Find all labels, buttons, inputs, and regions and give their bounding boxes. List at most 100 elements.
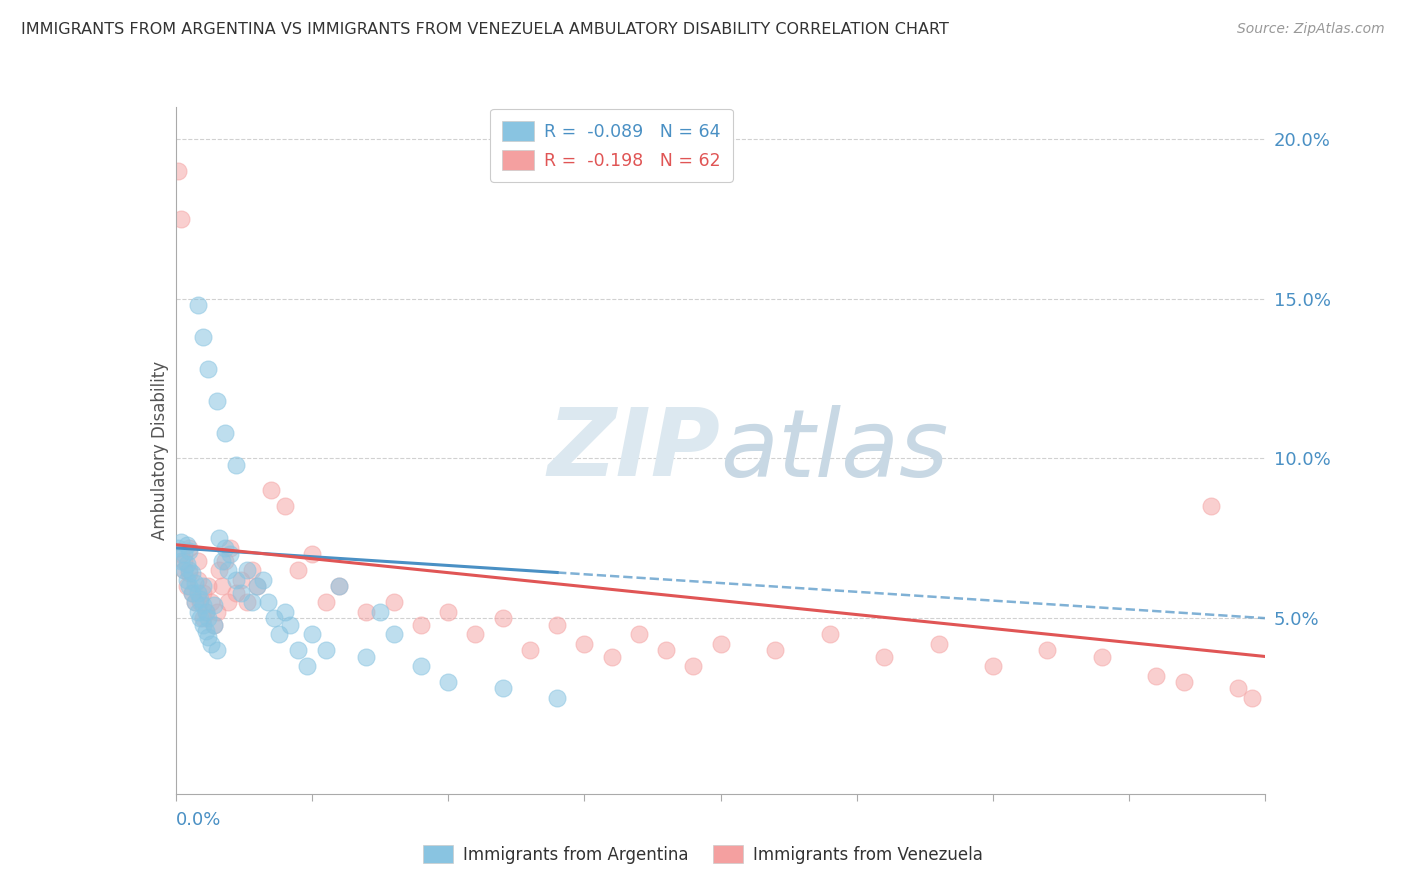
Point <box>1240 691 1263 706</box>
Point <box>202 599 225 613</box>
Point <box>179 566 201 581</box>
Legend: Immigrants from Argentina, Immigrants from Venezuela: Immigrants from Argentina, Immigrants fr… <box>416 838 990 871</box>
Point <box>184 595 207 609</box>
Point <box>873 649 896 664</box>
Point <box>1227 681 1250 696</box>
Point <box>179 541 201 555</box>
Point <box>197 611 219 625</box>
Point <box>186 554 209 568</box>
Point <box>301 627 323 641</box>
Point <box>274 605 297 619</box>
Point <box>176 557 198 571</box>
Text: Source: ZipAtlas.com: Source: ZipAtlas.com <box>1237 22 1385 37</box>
Point <box>214 541 236 555</box>
Point <box>274 500 297 514</box>
Text: ZIP: ZIP <box>548 404 721 497</box>
Point <box>219 541 242 555</box>
Point <box>194 605 217 619</box>
Point <box>181 585 204 599</box>
Point <box>186 573 209 587</box>
Point <box>1144 668 1167 682</box>
Point <box>368 605 391 619</box>
Point <box>464 627 486 641</box>
Point <box>176 573 198 587</box>
Point <box>519 643 541 657</box>
Point <box>252 573 274 587</box>
Point <box>188 611 211 625</box>
Point <box>655 643 678 657</box>
Point <box>191 599 214 613</box>
Point <box>409 617 432 632</box>
Legend: R =  -0.089   N = 64, R =  -0.198   N = 62: R = -0.089 N = 64, R = -0.198 N = 62 <box>491 109 733 182</box>
Point <box>492 681 515 696</box>
Point <box>546 691 568 706</box>
Point <box>173 547 195 561</box>
Point <box>211 554 233 568</box>
Point <box>235 595 257 609</box>
Point <box>263 611 285 625</box>
Point <box>225 573 247 587</box>
Point <box>179 544 201 558</box>
Point <box>600 649 623 664</box>
Point <box>278 617 301 632</box>
Point <box>627 627 650 641</box>
Point <box>217 563 239 577</box>
Point <box>200 595 222 609</box>
Point <box>170 534 193 549</box>
Point <box>208 531 231 545</box>
Point <box>409 659 432 673</box>
Point <box>315 595 337 609</box>
Text: 0.0%: 0.0% <box>176 811 221 829</box>
Point <box>492 611 515 625</box>
Point <box>191 611 214 625</box>
Point <box>763 643 786 657</box>
Point <box>179 579 201 593</box>
Point <box>186 585 209 599</box>
Point <box>240 563 263 577</box>
Point <box>1036 643 1059 657</box>
Point <box>186 298 209 312</box>
Point <box>328 579 350 593</box>
Point <box>437 675 460 690</box>
Point <box>382 627 405 641</box>
Point <box>191 579 214 593</box>
Point <box>356 649 378 664</box>
Point <box>188 592 211 607</box>
Point <box>287 643 309 657</box>
Point <box>235 563 257 577</box>
Point <box>173 563 195 577</box>
Point <box>246 579 269 593</box>
Point <box>176 579 198 593</box>
Point <box>176 538 198 552</box>
Point <box>295 659 318 673</box>
Point <box>225 585 247 599</box>
Point <box>191 330 214 344</box>
Point <box>173 554 195 568</box>
Point <box>231 585 253 599</box>
Point <box>170 211 193 226</box>
Point <box>205 605 228 619</box>
Point <box>211 579 233 593</box>
Point <box>981 659 1004 673</box>
Point <box>315 643 337 657</box>
Point <box>191 617 214 632</box>
Point <box>181 585 204 599</box>
Point <box>167 164 190 178</box>
Point <box>356 605 378 619</box>
Point <box>818 627 841 641</box>
Point <box>184 595 207 609</box>
Point <box>197 579 219 593</box>
Point <box>167 541 190 555</box>
Point <box>181 566 204 581</box>
Point <box>186 605 209 619</box>
Point <box>301 547 323 561</box>
Point <box>205 393 228 408</box>
Y-axis label: Ambulatory Disability: Ambulatory Disability <box>150 361 169 540</box>
Point <box>1091 649 1114 664</box>
Point <box>217 595 239 609</box>
Point <box>928 637 950 651</box>
Point <box>208 563 231 577</box>
Text: IMMIGRANTS FROM ARGENTINA VS IMMIGRANTS FROM VENEZUELA AMBULATORY DISABILITY COR: IMMIGRANTS FROM ARGENTINA VS IMMIGRANTS … <box>21 22 949 37</box>
Point <box>197 362 219 376</box>
Point <box>546 617 568 632</box>
